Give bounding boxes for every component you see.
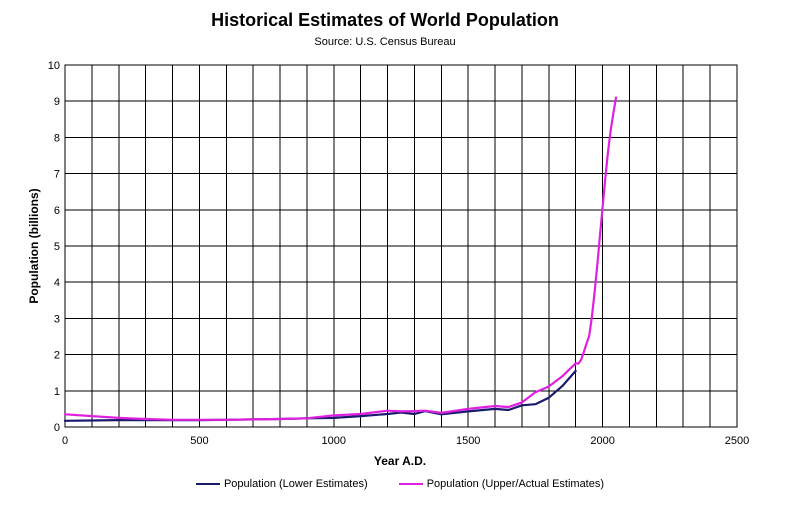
chart-title: Historical Estimates of World Population xyxy=(211,10,559,30)
legend-swatch-lower xyxy=(195,483,220,486)
plot-area: 0 1 2 3 4 5 6 7 8 9 10 0 500 1000 1500 2000 2500 Year A.… xyxy=(27,60,749,468)
x-tick-label: 0 xyxy=(62,435,68,447)
x-tick-label: 1500 xyxy=(456,435,480,447)
y-tick-label: 8 xyxy=(54,132,60,144)
y-tick-label: 4 xyxy=(54,277,60,289)
y-tick-label: 6 xyxy=(54,205,60,217)
x-axis-title: Year A.D. xyxy=(374,454,426,468)
legend-swatch-upper xyxy=(398,483,423,486)
tick-labels: 0 1 2 3 4 5 6 7 8 9 10 0 500 1000 1500 2000 2500 xyxy=(48,60,749,447)
x-tick-label: 2500 xyxy=(725,435,749,447)
x-tick-label: 1000 xyxy=(322,435,346,447)
y-axis-title: Population (billions) xyxy=(27,188,41,303)
y-tick-label: 1 xyxy=(54,386,60,398)
y-tick-label: 10 xyxy=(48,60,60,72)
y-tick-label: 5 xyxy=(54,241,60,253)
y-tick-label: 7 xyxy=(54,169,60,181)
legend-item-upper: Population (Upper/Actual Estimates) xyxy=(398,478,605,491)
y-tick-label: 2 xyxy=(54,350,60,362)
series-line-upper xyxy=(63,96,618,421)
legend-item-lower: Population (Lower Estimates) xyxy=(195,478,368,491)
x-tick-label: 500 xyxy=(190,435,208,447)
legend: Population (Lower Estimates) Population … xyxy=(0,478,800,490)
chart-subtitle: Source: U.S. Census Bureau xyxy=(314,36,456,48)
y-tick-label: 9 xyxy=(54,96,60,108)
legend-label-lower: Population (Lower Estimates) xyxy=(223,478,368,491)
plot-border xyxy=(64,64,738,428)
grid xyxy=(64,64,738,428)
series-layer xyxy=(63,96,618,422)
series-line-lower xyxy=(63,369,577,422)
legend-label-upper: Population (Upper/Actual Estimates) xyxy=(426,478,605,491)
y-tick-label: 0 xyxy=(54,422,60,434)
x-tick-label: 2000 xyxy=(590,435,614,447)
y-tick-label: 3 xyxy=(54,313,60,325)
